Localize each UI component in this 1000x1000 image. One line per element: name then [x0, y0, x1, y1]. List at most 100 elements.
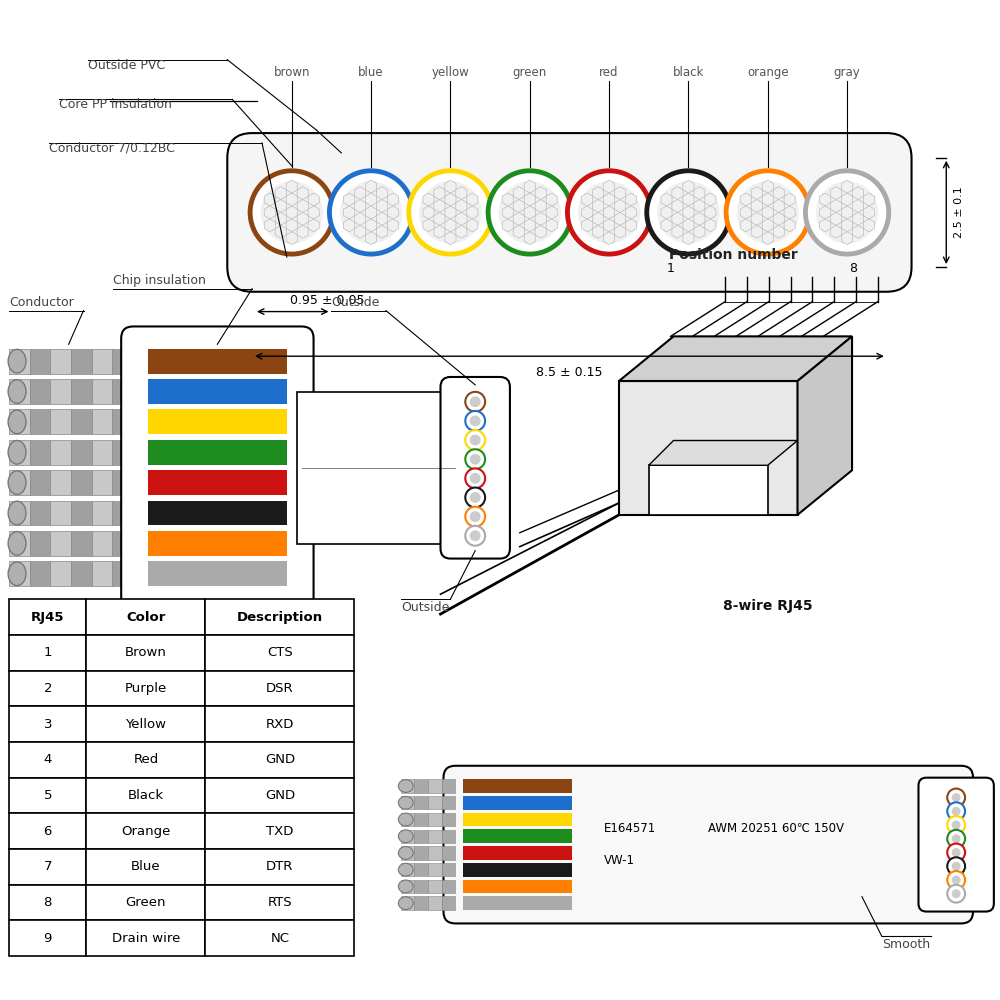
Bar — [86, 742, 205, 778]
Ellipse shape — [398, 880, 413, 893]
Bar — [9, 409, 30, 434]
Circle shape — [470, 454, 481, 465]
Bar — [50, 531, 71, 556]
Circle shape — [952, 862, 961, 871]
Bar — [9, 561, 30, 586]
Circle shape — [567, 171, 651, 254]
Text: Color: Color — [126, 611, 166, 624]
Ellipse shape — [8, 380, 26, 403]
Bar — [442, 830, 455, 843]
Polygon shape — [619, 381, 798, 515]
Bar — [9, 813, 86, 849]
Text: RTS: RTS — [268, 896, 292, 909]
Circle shape — [250, 171, 333, 254]
Bar — [71, 561, 92, 586]
Bar — [30, 440, 50, 465]
Bar — [148, 379, 287, 404]
Text: AWM 20251 60℃ 150V: AWM 20251 60℃ 150V — [708, 822, 844, 835]
Ellipse shape — [8, 471, 26, 494]
Bar — [9, 778, 86, 813]
Circle shape — [947, 816, 965, 834]
Bar — [9, 635, 86, 671]
Circle shape — [947, 885, 965, 903]
Circle shape — [470, 492, 481, 503]
Bar — [205, 599, 354, 635]
Bar — [71, 409, 92, 434]
Bar — [148, 470, 287, 495]
Ellipse shape — [398, 897, 413, 910]
Bar — [428, 779, 442, 793]
Circle shape — [952, 875, 961, 884]
Bar — [442, 863, 455, 876]
Bar — [148, 409, 287, 434]
Text: black: black — [673, 66, 704, 79]
Bar — [30, 379, 50, 404]
Text: blue: blue — [358, 66, 384, 79]
Bar — [92, 470, 112, 495]
Bar — [92, 379, 112, 404]
Text: Outside: Outside — [401, 601, 449, 614]
Bar — [205, 778, 354, 813]
Bar — [92, 531, 112, 556]
Bar — [50, 349, 71, 374]
Text: TXD: TXD — [266, 825, 294, 838]
Bar — [9, 501, 30, 525]
Circle shape — [465, 430, 485, 450]
Bar — [30, 349, 50, 374]
Bar — [463, 779, 572, 793]
Circle shape — [952, 807, 961, 816]
Text: Green: Green — [126, 896, 166, 909]
Text: CTS: CTS — [267, 646, 293, 659]
Text: Purple: Purple — [125, 682, 167, 695]
Bar — [205, 742, 354, 778]
Bar — [112, 349, 133, 374]
FancyBboxPatch shape — [918, 778, 994, 912]
Text: 7: 7 — [44, 860, 52, 873]
Text: 3: 3 — [44, 718, 52, 731]
Bar — [205, 849, 354, 885]
Text: Red: Red — [133, 753, 159, 766]
Bar — [463, 896, 572, 910]
Bar — [463, 880, 572, 893]
Text: 9: 9 — [44, 932, 52, 945]
Bar — [30, 531, 50, 556]
Bar — [148, 501, 287, 525]
Bar — [414, 863, 428, 876]
Ellipse shape — [398, 796, 413, 809]
Bar — [401, 896, 414, 910]
Bar — [112, 440, 133, 465]
Ellipse shape — [398, 847, 413, 859]
Circle shape — [470, 473, 481, 484]
Circle shape — [465, 411, 485, 431]
Bar — [463, 863, 572, 877]
Text: Black: Black — [128, 789, 164, 802]
Circle shape — [419, 181, 482, 244]
Bar — [9, 849, 86, 885]
Bar — [50, 501, 71, 525]
Circle shape — [465, 526, 485, 546]
Bar — [205, 920, 354, 956]
Bar — [86, 706, 205, 742]
Bar — [92, 561, 112, 586]
Bar — [463, 796, 572, 810]
Bar — [86, 813, 205, 849]
Bar — [148, 349, 287, 374]
Bar — [428, 813, 442, 826]
Bar — [92, 409, 112, 434]
Bar — [428, 846, 442, 860]
Bar — [401, 813, 414, 826]
Circle shape — [947, 857, 965, 875]
Ellipse shape — [8, 501, 26, 525]
Circle shape — [816, 181, 878, 244]
Bar — [205, 885, 354, 920]
Bar — [205, 706, 354, 742]
Circle shape — [947, 802, 965, 820]
Bar — [50, 379, 71, 404]
Bar — [86, 849, 205, 885]
Bar — [414, 813, 428, 826]
Bar — [9, 470, 30, 495]
Bar — [428, 880, 442, 893]
Bar — [112, 561, 133, 586]
Text: Yellow: Yellow — [125, 718, 166, 731]
Circle shape — [952, 821, 961, 829]
